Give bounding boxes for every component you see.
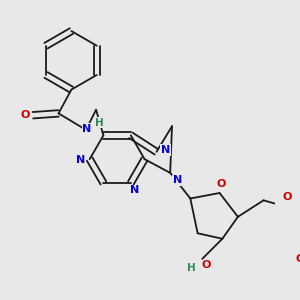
Text: N: N: [130, 185, 139, 195]
Text: O: O: [201, 260, 211, 270]
Text: O: O: [296, 254, 300, 264]
Text: N: N: [82, 124, 92, 134]
Text: O: O: [283, 192, 292, 202]
Text: N: N: [76, 155, 85, 165]
Text: N: N: [161, 145, 170, 155]
Text: N: N: [173, 175, 182, 185]
Text: O: O: [217, 179, 226, 189]
Text: O: O: [21, 110, 30, 120]
Text: H: H: [95, 118, 104, 128]
Text: H: H: [187, 263, 196, 273]
